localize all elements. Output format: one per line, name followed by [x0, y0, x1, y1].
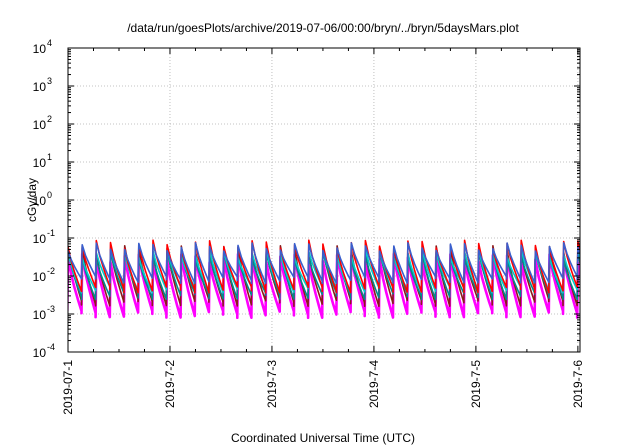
y-tick-label: 10	[33, 42, 47, 56]
x-tick-label: 2019-7-3	[265, 360, 279, 408]
chart-title: /data/run/goesPlots/archive/2019-07-06/0…	[127, 21, 519, 35]
y-tick-label: 10	[33, 232, 47, 246]
y-tick-exponent: 1	[47, 152, 52, 162]
y-tick-label: 10	[33, 270, 47, 284]
x-tick-label: 2019-7-5	[469, 360, 483, 408]
x-tick-label: 2019-7-2	[163, 360, 177, 408]
y-tick-exponent: 3	[47, 76, 52, 86]
series-line	[68, 242, 580, 285]
y-tick-label: 10	[33, 346, 47, 360]
y-tick-label: 10	[33, 308, 47, 322]
x-tick-label: 2019-07-1	[61, 360, 75, 415]
y-tick-label: 10	[33, 156, 47, 170]
y-tick-exponent: 2	[47, 114, 52, 124]
y-tick-exponent: 4	[47, 38, 52, 48]
y-tick-label: 10	[33, 118, 47, 132]
y-tick-exponent: -1	[47, 228, 55, 238]
y-tick-exponent: -3	[47, 304, 55, 314]
y-tick-exponent: -4	[47, 342, 55, 352]
x-axis: 2019-07-1 2019-7-2 2019-7-3 2019-7-4 2019-7-…	[61, 48, 585, 415]
y-tick-exponent: -2	[47, 266, 55, 276]
y-axis-label: cGy/day	[25, 178, 39, 222]
x-tick-label: 2019-7-6	[571, 360, 585, 408]
series-group	[68, 239, 580, 319]
y-tick-exponent: 0	[47, 190, 52, 200]
y-tick-label: 10	[33, 80, 47, 94]
x-axis-label: Coordinated Universal Time (UTC)	[231, 431, 415, 445]
x-tick-label: 2019-7-4	[367, 360, 381, 408]
y-tick-label: 10	[33, 194, 47, 208]
